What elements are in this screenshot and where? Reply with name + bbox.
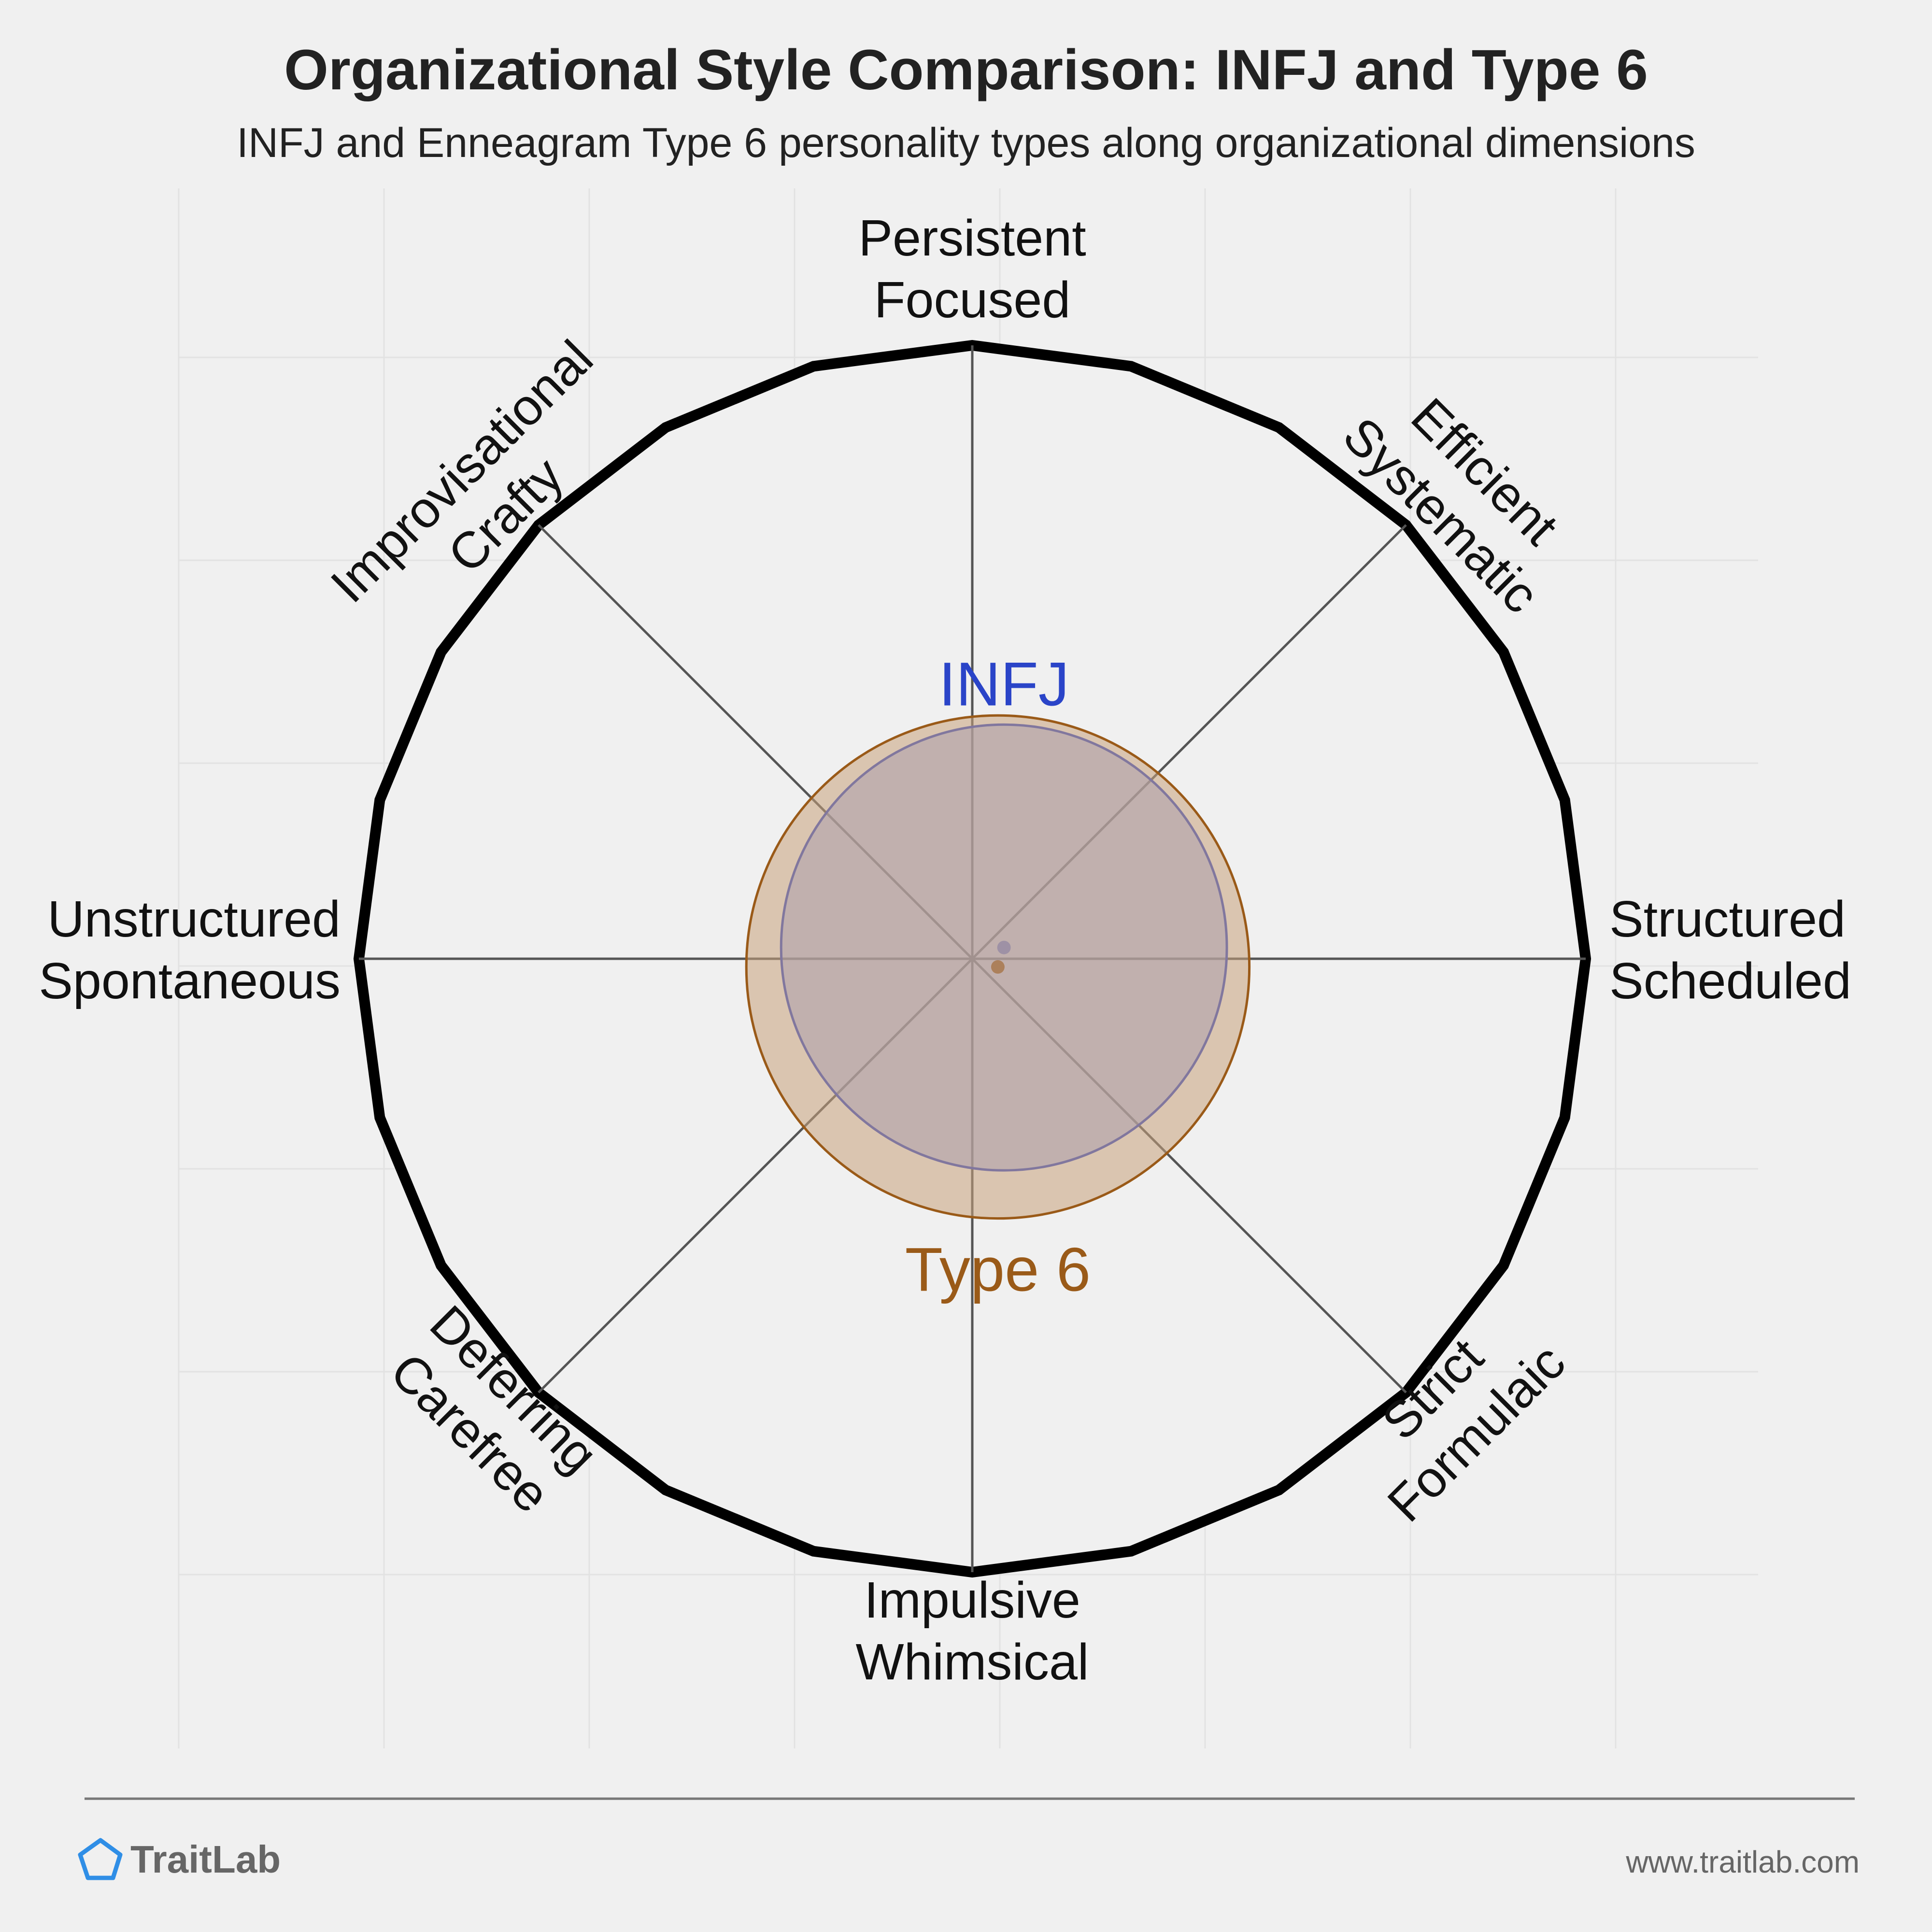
- series-layer: INFJ Type 6: [745, 650, 1251, 1305]
- series-center-dot-1: [991, 960, 1005, 974]
- axis-label-line: Focused: [874, 271, 1071, 328]
- axis-label-line: Persistent: [858, 210, 1086, 267]
- chart-subtitle: INFJ and Enneagram Type 6 personality ty…: [237, 120, 1695, 166]
- series-label-1: Type 6: [905, 1236, 1091, 1305]
- axis-label-line: Scheduled: [1609, 952, 1851, 1009]
- axis-label-line: Unstructured: [47, 891, 341, 948]
- axis-label-line: Whimsical: [856, 1634, 1089, 1690]
- footer: TraitLab www.traitlab.com: [78, 1797, 1860, 1881]
- footer-url: www.traitlab.com: [1625, 1845, 1860, 1879]
- series-label-0: INFJ: [939, 650, 1069, 719]
- traitlab-logo-icon: [78, 1838, 123, 1880]
- axis-label-line: Spontaneous: [39, 952, 341, 1009]
- chart-title: Organizational Style Comparison: INFJ an…: [284, 38, 1648, 102]
- axis-label-line: Structured: [1609, 891, 1846, 948]
- axis-label-line: Impulsive: [864, 1572, 1080, 1629]
- footer-brand: TraitLab: [130, 1838, 281, 1881]
